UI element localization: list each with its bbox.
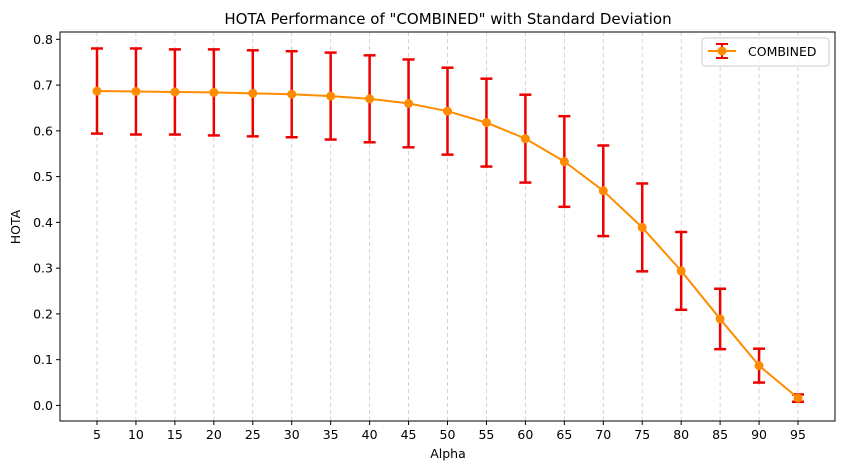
series-points [92, 86, 803, 403]
y-axis-label: HOTA [8, 209, 23, 244]
y-tick-label: 0.7 [33, 78, 53, 93]
x-tick-label: 20 [206, 427, 222, 442]
data-point [404, 98, 414, 108]
y-tick-label: 0.0 [33, 398, 53, 413]
y-axis-ticks: 0.0 0.1 0.2 0.3 0.4 0.5 0.6 0.7 0.8 [33, 32, 60, 413]
x-tick-label: 45 [401, 427, 417, 442]
data-point [248, 88, 258, 98]
x-tick-label: 10 [128, 427, 144, 442]
x-tick-label: 15 [167, 427, 183, 442]
data-point [793, 393, 803, 403]
legend-label-combined: COMBINED [748, 44, 817, 59]
x-tick-label: 90 [751, 427, 767, 442]
x-tick-label: 30 [284, 427, 300, 442]
x-tick-label: 70 [595, 427, 611, 442]
data-point [715, 314, 725, 324]
data-point [598, 186, 608, 196]
y-tick-label: 0.4 [33, 215, 53, 230]
y-tick-label: 0.1 [33, 352, 53, 367]
data-point [170, 87, 180, 97]
data-point [676, 266, 686, 276]
data-point [520, 134, 530, 144]
data-point [637, 222, 647, 232]
data-point [209, 87, 219, 97]
x-tick-label: 50 [440, 427, 456, 442]
x-tick-label: 35 [323, 427, 339, 442]
x-tick-label: 5 [93, 427, 101, 442]
data-point [481, 118, 491, 128]
x-tick-label: 25 [245, 427, 261, 442]
y-tick-label: 0.5 [33, 169, 53, 184]
data-point [443, 106, 452, 116]
x-tick-label: 85 [712, 427, 728, 442]
error-bars [90, 47, 805, 404]
data-point [326, 91, 336, 101]
x-tick-label: 40 [362, 427, 378, 442]
data-point [365, 94, 375, 104]
x-tick-label: 75 [634, 427, 650, 442]
x-tick-label: 60 [517, 427, 533, 442]
x-tick-label: 95 [790, 427, 806, 442]
y-tick-label: 0.2 [33, 306, 53, 321]
data-point [92, 86, 102, 96]
legend-box [701, 37, 830, 67]
data-point [559, 157, 569, 167]
x-tick-label: 65 [556, 427, 572, 442]
y-tick-label: 0.6 [33, 123, 53, 138]
chart-title: HOTA Performance of "COMBINED" with Stan… [224, 10, 671, 28]
legend-marker [717, 46, 727, 56]
data-point [131, 86, 141, 96]
x-tick-label: 80 [673, 427, 689, 442]
y-tick-label: 0.3 [33, 261, 53, 276]
x-tick-label: 55 [478, 427, 494, 442]
x-axis-label: Alpha [430, 446, 466, 461]
legend: COMBINED [701, 37, 830, 67]
data-point [754, 361, 764, 371]
y-tick-label: 0.8 [33, 32, 53, 47]
x-axis-ticks: 5 10 15 20 25 30 35 40 45 50 55 60 65 70 75 80 85 90 95 [93, 421, 806, 442]
data-point [287, 89, 297, 99]
